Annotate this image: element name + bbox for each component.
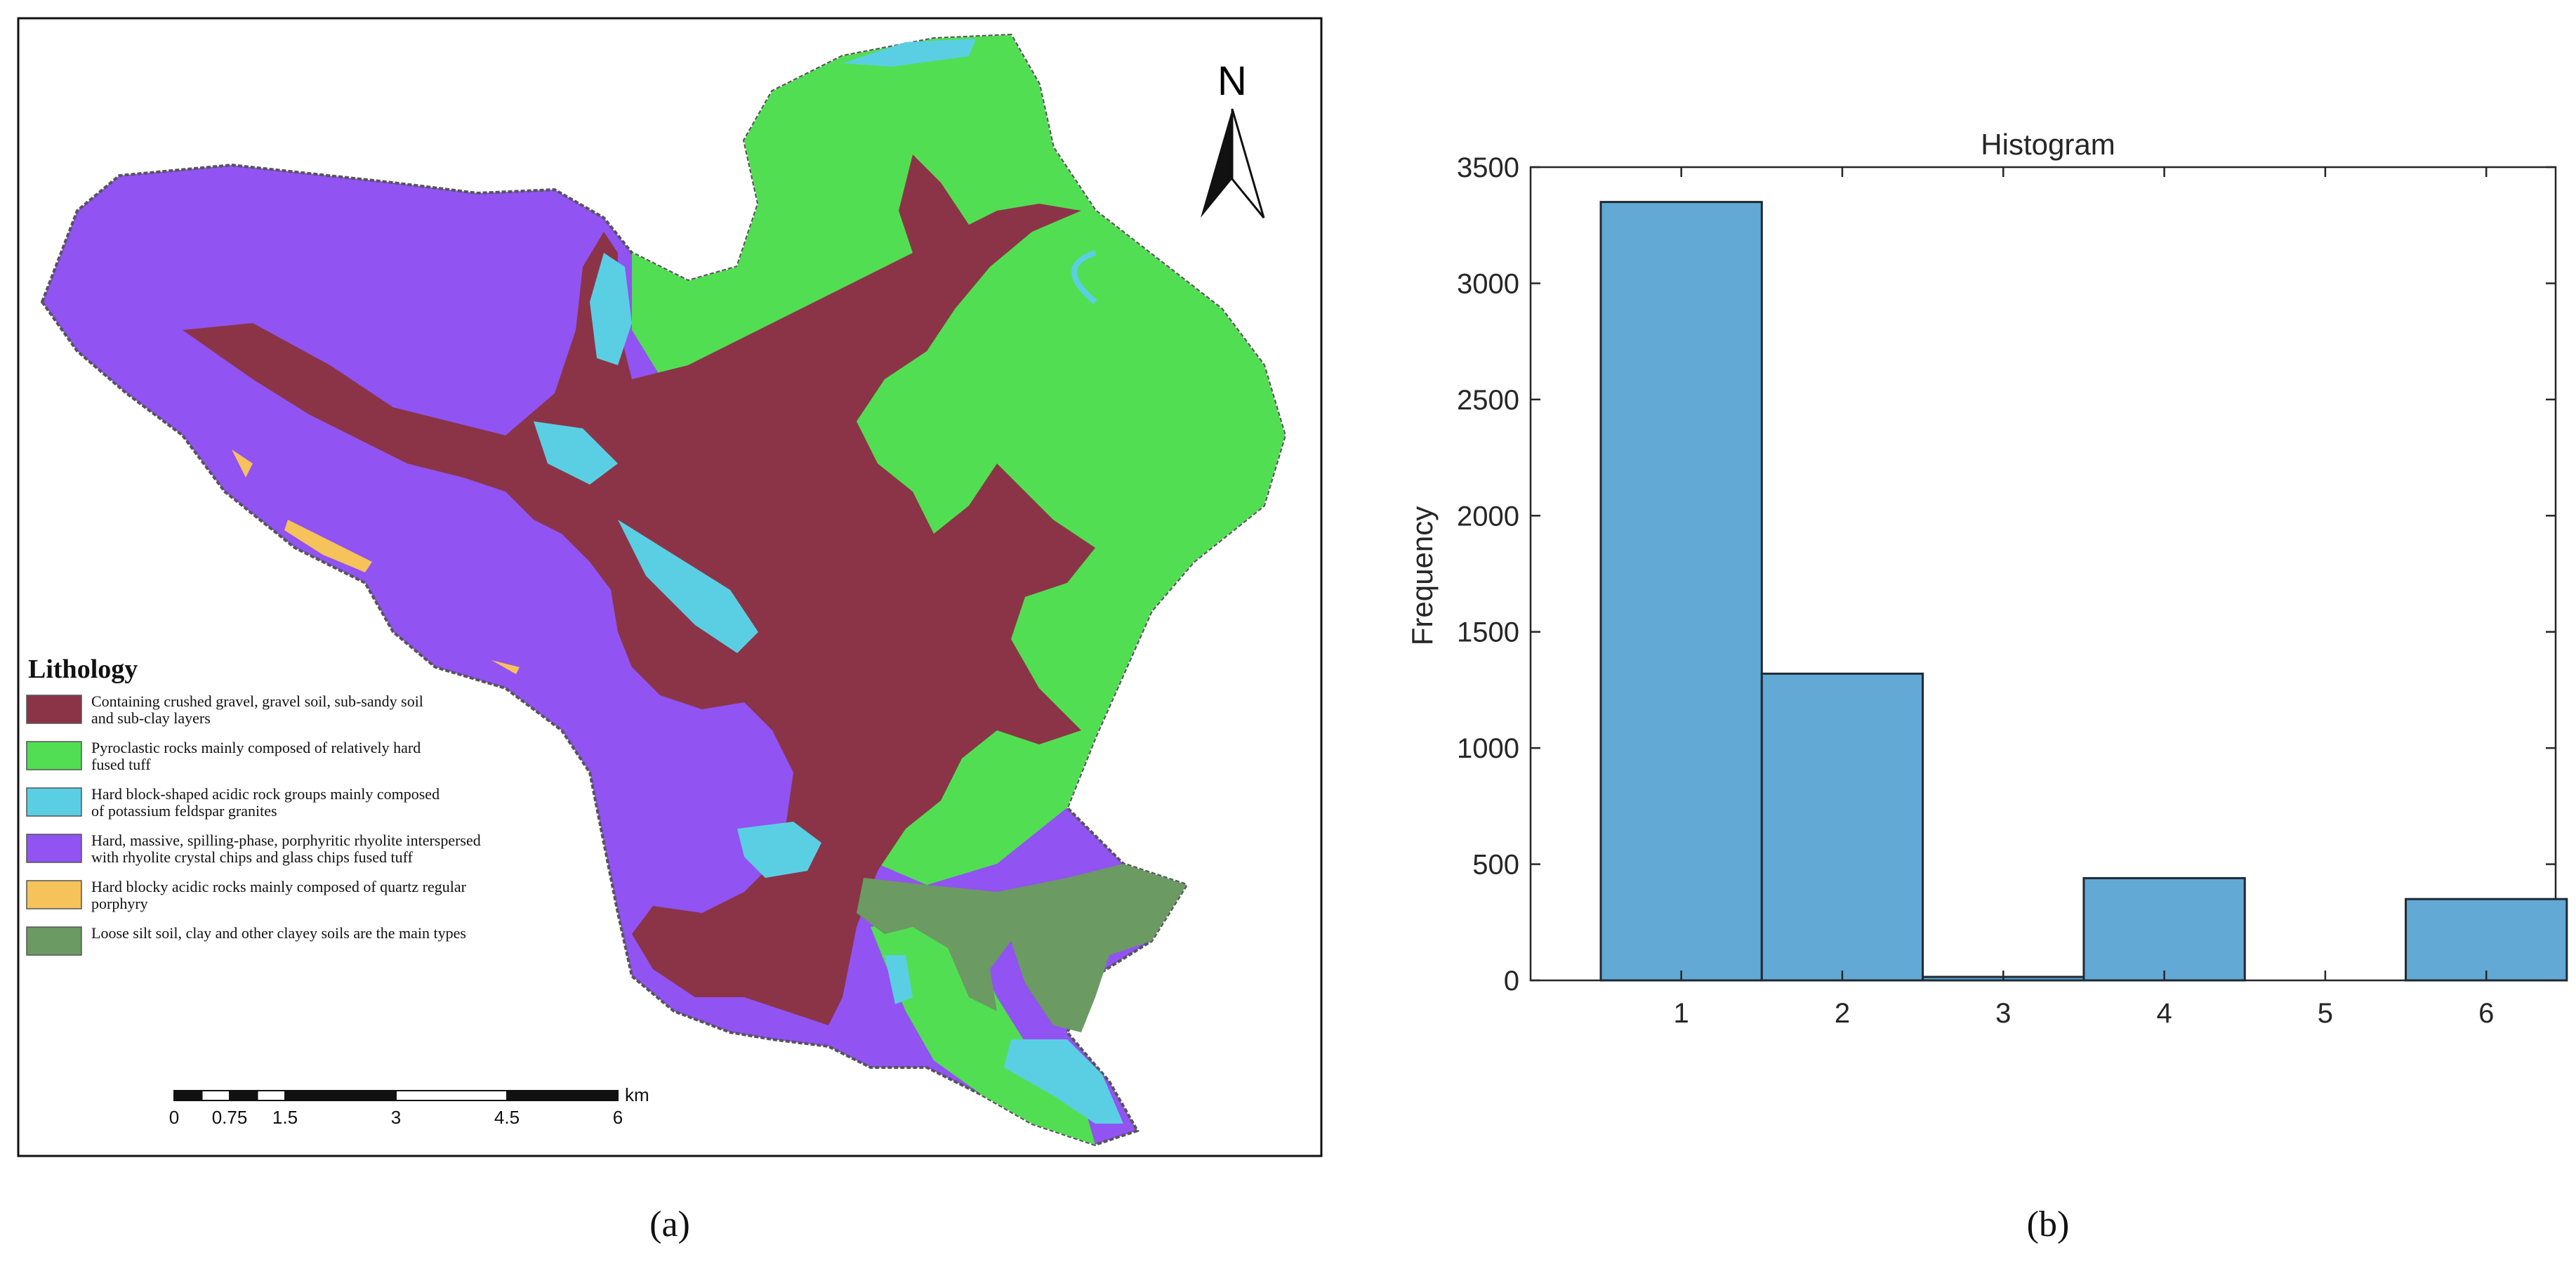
scale-bar-segment — [284, 1090, 397, 1101]
legend-label-3: Hard block-shaped acidic rock groups mai… — [91, 785, 440, 803]
legend-label-5-line-2: porphyry — [91, 895, 148, 912]
legend-label-6: Loose silt soil, clay and other clayey s… — [91, 924, 466, 942]
scale-bar-segment — [256, 1090, 286, 1101]
y-tick-label: 2000 — [1457, 501, 1519, 532]
scale-bar-tick-label: 4.5 — [494, 1107, 520, 1128]
legend-label-2: Pyroclastic rocks mainly composed of rel… — [91, 739, 421, 756]
map-region-porphyry — [232, 449, 520, 674]
legend-swatch-2 — [26, 741, 82, 770]
scale-bar: km 0 0.75 1.5 3 4.5 6 — [169, 1084, 649, 1128]
legend-swatch-6 — [26, 926, 82, 956]
map-region-alluvial — [183, 155, 1095, 1025]
y-tick-label: 1000 — [1457, 733, 1519, 764]
panel-b-caption: (b) — [2027, 1204, 2070, 1244]
legend-label-2-line-2: fused tuff — [91, 756, 151, 773]
scale-bar-tick-label: 3 — [391, 1107, 401, 1128]
histogram-bar-4 — [2082, 876, 2246, 982]
x-tick-label: 6 — [2478, 998, 2494, 1029]
histogram-bar-6 — [2405, 898, 2568, 982]
chart-title: Histogram — [1981, 128, 2115, 161]
scale-bar-tick-label: 1.5 — [272, 1107, 298, 1128]
scale-bar-segment — [201, 1090, 230, 1101]
scale-bar-tick-label: 0.75 — [212, 1107, 248, 1128]
x-tick-label: 3 — [1995, 998, 2011, 1029]
legend-swatch-1 — [26, 695, 82, 724]
map-region-clay — [857, 864, 1187, 1032]
legend-swatch-5 — [26, 880, 82, 909]
scale-bar-segment — [506, 1090, 619, 1101]
map-panel: N Lithology Containing crushed gravel, g… — [17, 17, 1323, 1244]
scale-bar-unit: km — [625, 1084, 649, 1105]
map-region-granite — [534, 39, 1123, 1124]
scale-bar-segment — [173, 1090, 203, 1101]
legend-swatch-3 — [26, 787, 82, 817]
x-tick-label: 5 — [2318, 998, 2333, 1029]
north-arrow-right-icon — [1231, 108, 1265, 218]
legend-label-1-line-2: and sub-clay layers — [91, 709, 211, 727]
north-label: N — [1217, 58, 1247, 104]
scale-bar-tick-label: 6 — [613, 1107, 623, 1128]
north-arrow-left-icon — [1201, 109, 1232, 218]
x-tick-label: 1 — [1674, 998, 1689, 1029]
legend: Lithology Containing crushed gravel, gra… — [26, 655, 481, 956]
north-arrow: N — [1201, 58, 1265, 218]
legend-swatch-4 — [26, 834, 82, 863]
y-tick-label: 0 — [1504, 966, 1519, 997]
legend-title: Lithology — [28, 655, 138, 684]
legend-label-3-line-2: of potassium feldspar granites — [91, 802, 277, 820]
y-tick-label: 2500 — [1457, 385, 1519, 416]
legend-label-1: Containing crushed gravel, gravel soil, … — [91, 692, 423, 710]
scale-bar-tick-label: 0 — [169, 1107, 179, 1128]
histogram-bar-1 — [1599, 201, 1763, 982]
y-tick-label: 3500 — [1457, 152, 1519, 183]
map-region-pyroclastic — [632, 35, 1285, 885]
y-axis-label: Frequency — [1406, 506, 1439, 645]
y-tick-label: 500 — [1472, 850, 1519, 881]
scale-bar-segment — [229, 1090, 258, 1101]
x-tick-label: 2 — [1835, 998, 1850, 1029]
y-tick-label: 3000 — [1457, 268, 1519, 299]
y-tick-label: 1500 — [1457, 617, 1519, 648]
legend-label-4: Hard, massive, spilling-phase, porphyrit… — [91, 832, 481, 849]
legend-label-5: Hard blocky acidic rocks mainly composed… — [91, 878, 467, 895]
x-tick-label: 4 — [2156, 998, 2172, 1029]
scale-bar-segment — [395, 1090, 508, 1101]
panel-a-caption: (a) — [649, 1204, 690, 1244]
histogram-bar-2 — [1760, 672, 1924, 982]
legend-label-4-line-2: with rhyolite crystal chips and glass ch… — [91, 848, 414, 866]
histogram-panel: Histogram Frequency 0 500 1000 1500 2000 2500… — [1406, 128, 2568, 1244]
